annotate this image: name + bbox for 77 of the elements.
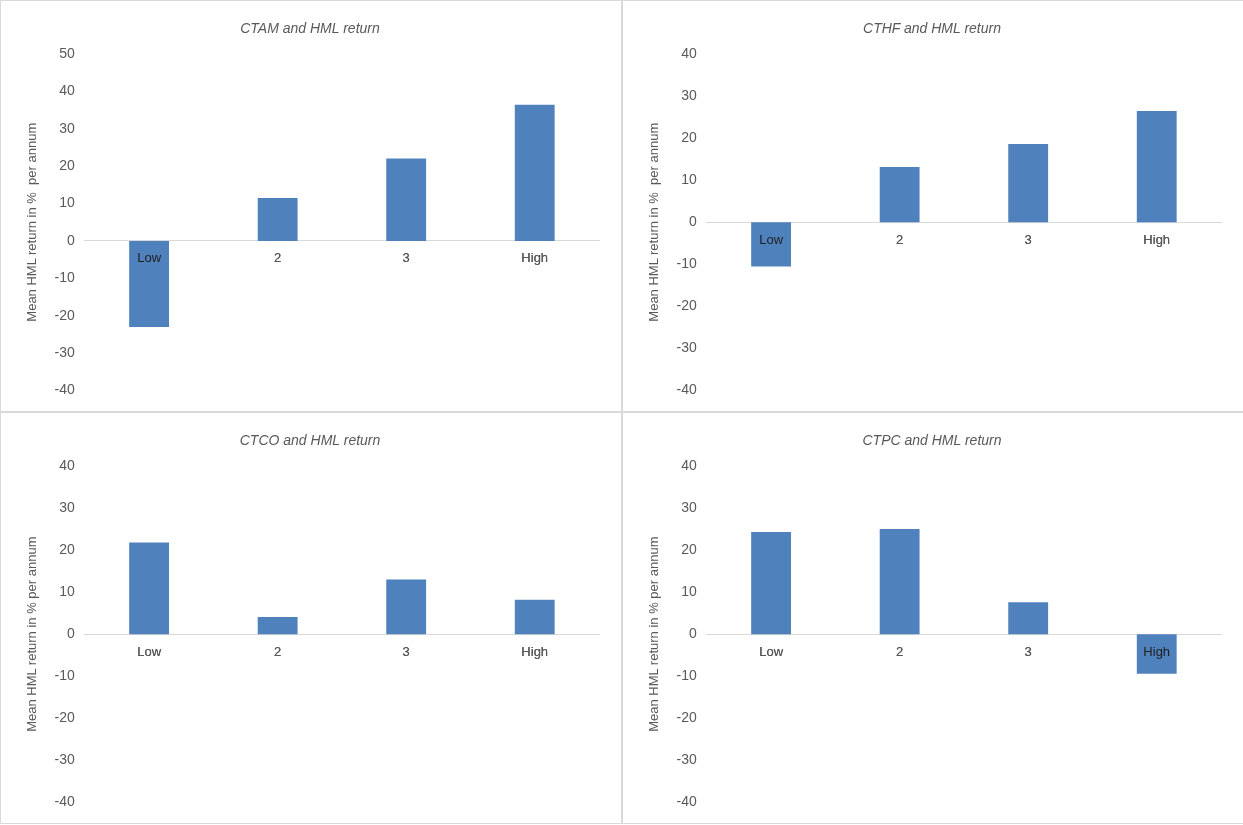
y-tick-label: 50 xyxy=(59,44,76,61)
y-tick-label: -40 xyxy=(676,793,698,810)
x-tick-label: High xyxy=(1143,231,1171,247)
x-tick-label: Low xyxy=(759,231,784,247)
bar xyxy=(129,542,170,635)
y-tick-label: -20 xyxy=(54,306,76,323)
bar xyxy=(1136,111,1177,223)
bar xyxy=(1136,634,1177,674)
x-tick-label: High xyxy=(1143,643,1171,659)
chart-title: CTCO and HML return xyxy=(239,432,381,449)
y-tick-label: 40 xyxy=(681,456,698,473)
bar xyxy=(129,240,170,327)
x-tick-label: 3 xyxy=(402,250,410,266)
y-tick-label: 10 xyxy=(681,582,698,599)
y-tick-label: 0 xyxy=(689,625,698,642)
y-tick-label: -30 xyxy=(676,751,698,768)
y-tick-label: 20 xyxy=(681,128,698,145)
y-tick-label: -20 xyxy=(676,709,698,726)
bar xyxy=(257,616,298,635)
y-tick-label: 20 xyxy=(59,540,76,557)
y-axis-title: Mean HML return in % per annum xyxy=(24,536,40,732)
y-tick-label: -40 xyxy=(54,793,76,810)
y-axis-title: Mean HML return in % per annum xyxy=(646,122,662,322)
y-tick-label: 10 xyxy=(59,582,76,599)
y-tick-label: -40 xyxy=(54,381,76,398)
y-tick-label: -10 xyxy=(54,269,76,286)
x-tick-label: Low xyxy=(137,250,162,266)
y-tick-label: 40 xyxy=(681,44,698,61)
bar xyxy=(879,528,920,635)
bar xyxy=(879,167,920,223)
y-tick-label: -30 xyxy=(54,751,76,768)
y-tick-label: -20 xyxy=(54,709,76,726)
x-tick-label: 3 xyxy=(1024,231,1032,247)
y-tick-label: 40 xyxy=(59,456,76,473)
bar xyxy=(1008,602,1049,635)
y-tick-label: 30 xyxy=(59,498,76,515)
x-tick-label: 2 xyxy=(274,643,282,659)
y-tick-label: -10 xyxy=(54,667,76,684)
bar xyxy=(386,158,427,241)
x-tick-label: High xyxy=(521,643,549,659)
bar xyxy=(751,531,792,635)
y-tick-label: 20 xyxy=(681,540,698,557)
y-tick-label: 40 xyxy=(59,82,76,99)
y-tick-label: 30 xyxy=(59,119,76,136)
y-tick-label: 20 xyxy=(59,156,76,173)
y-tick-label: -20 xyxy=(676,297,698,314)
y-tick-label: 10 xyxy=(59,194,76,211)
y-tick-label: -40 xyxy=(676,381,698,398)
bar xyxy=(257,197,298,241)
x-tick-label: 2 xyxy=(896,643,904,659)
bar xyxy=(1008,143,1049,223)
x-tick-label: Low xyxy=(759,643,784,659)
y-tick-label: 0 xyxy=(67,625,76,642)
y-tick-label: 30 xyxy=(681,498,698,515)
chart-title: CTPC and HML return xyxy=(862,432,1002,449)
x-tick-label: 3 xyxy=(402,643,410,659)
y-tick-label: -30 xyxy=(54,344,76,361)
y-tick-label: 30 xyxy=(681,86,698,103)
chart-title: CTAM and HML return xyxy=(240,20,380,37)
bar xyxy=(514,104,555,241)
chart-title: CTHF and HML return xyxy=(863,20,1002,37)
x-tick-label: 2 xyxy=(896,231,904,247)
x-tick-label: 3 xyxy=(1024,643,1032,659)
bar xyxy=(751,222,792,267)
x-tick-label: High xyxy=(521,250,549,266)
y-axis-title: Mean HML return in % per annum xyxy=(24,122,40,322)
x-tick-label: Low xyxy=(137,643,162,659)
y-tick-label: -30 xyxy=(676,339,698,356)
y-tick-label: 0 xyxy=(689,213,698,230)
x-tick-label: 2 xyxy=(274,250,282,266)
y-tick-label: -10 xyxy=(676,255,698,272)
y-axis-title: Mean HML return in % per annum xyxy=(646,536,662,732)
y-tick-label: 10 xyxy=(681,170,698,187)
bar xyxy=(514,599,555,635)
bar xyxy=(386,579,427,635)
y-tick-label: 0 xyxy=(67,231,76,248)
y-tick-label: -10 xyxy=(676,667,698,684)
